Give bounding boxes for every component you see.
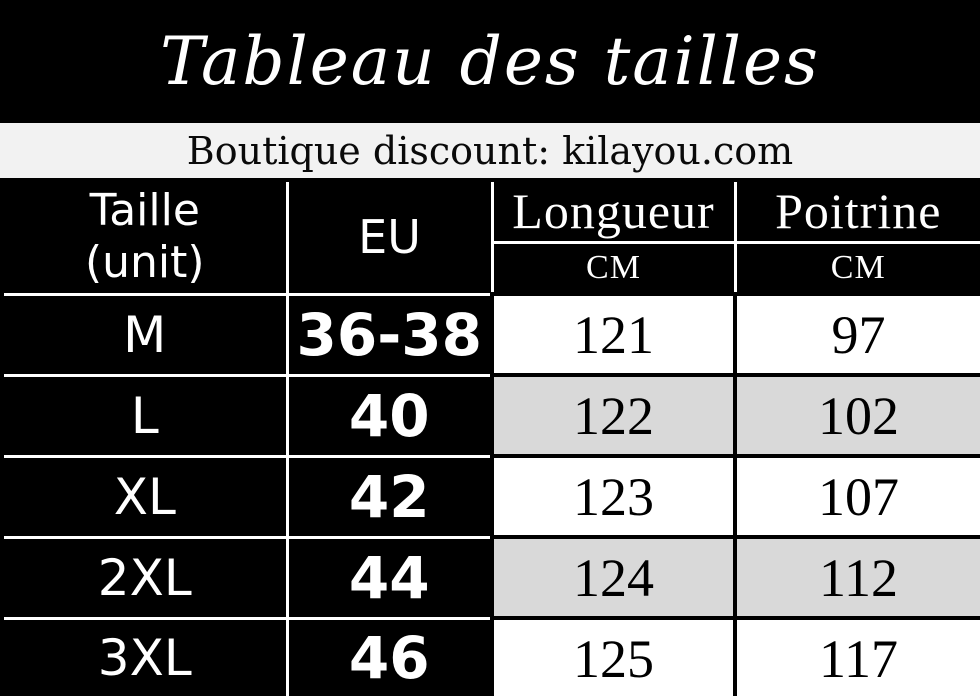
col-header-taille: Taille (unit) [0, 178, 289, 296]
shop-banner-text: Boutique discount: kilayou.com [186, 128, 794, 173]
col-header-taille-line1: Taille [89, 185, 200, 237]
size-label: 2XL [0, 535, 289, 620]
size-label: M [0, 292, 289, 377]
poitrine-value: 97 [733, 292, 980, 377]
poitrine-value: 107 [733, 454, 980, 539]
table-row-3xl: 3XL 46 125 117 [0, 616, 980, 696]
table-row-l: L 40 122 102 [0, 373, 980, 458]
table-row-2xl: 2XL 44 124 112 [0, 535, 980, 620]
size-label: L [0, 373, 289, 458]
longueur-value: 124 [490, 535, 737, 620]
col-header-eu: EU [285, 178, 494, 296]
longueur-value: 123 [490, 454, 737, 539]
longueur-value: 125 [490, 616, 737, 696]
header-row: Taille (unit) EU Longueur Poitrine [0, 178, 980, 296]
page-title: Tableau des tailles [160, 23, 820, 100]
unit-row: CM CM [2, 240, 980, 296]
col-header-poitrine: Poitrine [733, 178, 980, 244]
eu-value: 42 [285, 454, 494, 539]
eu-value: 44 [285, 535, 494, 620]
longueur-value: 121 [490, 292, 737, 377]
eu-value: 36-38 [285, 292, 494, 377]
shop-banner: Boutique discount: kilayou.com [0, 123, 980, 178]
poitrine-value: 112 [733, 535, 980, 620]
size-chart-table: Taille (unit) EU Longueur Poitrine CM CM… [0, 178, 980, 696]
table-row-xl: XL 42 123 107 [0, 454, 980, 539]
poitrine-value: 117 [733, 616, 980, 696]
poitrine-value: 102 [733, 373, 980, 458]
unit-label-poitrine: CM [733, 240, 980, 296]
unit-label-longueur: CM [490, 240, 737, 296]
longueur-value: 122 [490, 373, 737, 458]
eu-value: 46 [285, 616, 494, 696]
size-label: 3XL [0, 616, 289, 696]
table-row-m: M 36-38 121 97 [0, 292, 980, 377]
col-header-taille-line2: (unit) [84, 237, 205, 289]
size-label: XL [0, 454, 289, 539]
eu-value: 40 [285, 373, 494, 458]
col-header-longueur: Longueur [490, 178, 737, 244]
title-bar: Tableau des tailles [0, 0, 980, 123]
